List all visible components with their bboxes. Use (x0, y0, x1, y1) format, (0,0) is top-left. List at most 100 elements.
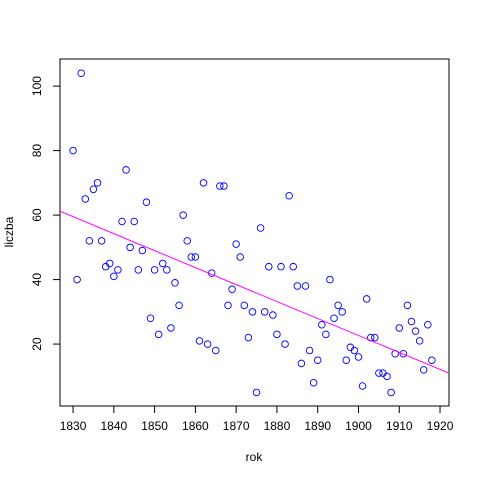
point (216, 182, 224, 190)
y-tick-label: 40 (30, 273, 44, 287)
point (354, 353, 363, 361)
point (371, 333, 379, 342)
point (265, 262, 273, 271)
point (212, 346, 220, 355)
trend-line (60, 210, 449, 374)
point (387, 388, 395, 397)
point (399, 350, 408, 358)
point (375, 369, 383, 377)
point (248, 308, 257, 316)
point (281, 340, 289, 348)
point (244, 333, 253, 342)
point (228, 285, 236, 294)
point (203, 340, 212, 348)
point (126, 243, 134, 252)
point (171, 279, 179, 287)
point (362, 295, 371, 303)
point (105, 259, 114, 268)
x-tick-label: 1850 (141, 419, 168, 433)
point (318, 320, 326, 329)
point (411, 327, 420, 335)
point (240, 301, 249, 310)
point (73, 275, 81, 284)
point (424, 320, 432, 329)
point (236, 253, 244, 261)
point (89, 185, 98, 194)
point (313, 356, 322, 364)
point (269, 311, 277, 319)
y-tick-label: 20 (30, 337, 44, 351)
point (142, 198, 151, 206)
point (252, 388, 261, 397)
point (428, 356, 436, 364)
point (110, 272, 118, 281)
point (305, 346, 314, 355)
point (159, 259, 167, 268)
point (114, 266, 122, 274)
point (195, 337, 204, 345)
point (150, 266, 159, 274)
point (69, 146, 77, 155)
point (85, 237, 94, 245)
point (187, 253, 196, 261)
y-tick-label: 100 (30, 76, 44, 96)
point (277, 262, 285, 271)
point (342, 356, 350, 364)
point (407, 317, 416, 326)
point (301, 282, 310, 290)
point (97, 237, 106, 245)
point (130, 217, 138, 226)
point (260, 308, 269, 316)
x-tick-label: 1860 (182, 419, 209, 433)
point (232, 240, 240, 248)
point (167, 324, 175, 332)
point (146, 314, 155, 323)
point (122, 166, 130, 174)
point (77, 69, 85, 77)
point (191, 253, 200, 261)
y-axis-title: liczba (2, 216, 16, 247)
point (81, 195, 90, 203)
point (118, 217, 126, 226)
point (273, 330, 281, 339)
point (285, 191, 293, 200)
x-tick-label: 1840 (100, 419, 127, 433)
point (309, 379, 318, 387)
point (138, 246, 147, 255)
point (403, 301, 412, 310)
point (415, 337, 424, 345)
point (338, 308, 346, 316)
point (183, 237, 191, 245)
point (293, 282, 302, 290)
x-axis-title: rok (246, 450, 264, 464)
x-tick-label: 1870 (223, 419, 250, 433)
point (163, 266, 171, 274)
point (350, 346, 359, 355)
point (334, 301, 342, 310)
y-tick-label: 80 (30, 144, 44, 158)
point (134, 266, 143, 274)
point (175, 301, 183, 310)
x-tick-label: 1920 (427, 419, 454, 433)
point (220, 182, 228, 190)
point (154, 330, 163, 339)
x-tick-label: 1890 (304, 419, 331, 433)
point (419, 366, 428, 374)
x-tick-label: 1880 (264, 419, 291, 433)
point (395, 324, 404, 332)
point (358, 382, 367, 390)
point (256, 224, 265, 232)
x-tick-label: 1900 (345, 419, 372, 433)
point (383, 372, 391, 381)
point (179, 211, 187, 219)
y-tick-label: 60 (30, 208, 44, 222)
point (297, 359, 306, 368)
point (199, 179, 208, 187)
x-tick-label: 1830 (60, 419, 87, 433)
point (322, 330, 330, 339)
point (93, 179, 102, 187)
point (326, 275, 334, 284)
point (289, 262, 297, 271)
